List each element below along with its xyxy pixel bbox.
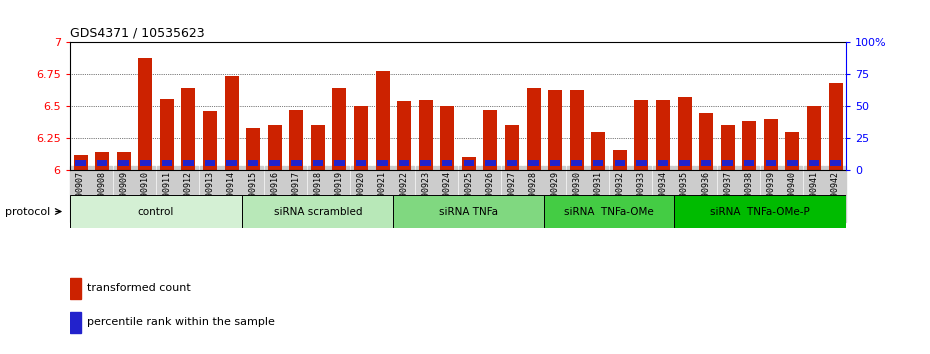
Bar bbox=[270, 160, 280, 166]
Bar bbox=[548, 90, 562, 170]
Bar bbox=[787, 160, 798, 166]
Bar bbox=[397, 101, 411, 170]
Bar bbox=[528, 160, 538, 166]
Bar bbox=[571, 160, 582, 166]
Bar bbox=[634, 100, 648, 170]
Bar bbox=[70, 278, 81, 299]
Bar bbox=[246, 128, 260, 170]
Bar bbox=[593, 160, 604, 166]
Bar bbox=[613, 149, 627, 170]
Bar bbox=[699, 113, 713, 170]
Bar bbox=[226, 160, 237, 166]
Bar bbox=[679, 160, 690, 166]
Bar bbox=[268, 125, 282, 170]
Bar bbox=[399, 160, 409, 166]
Text: siRNA  TNFa-OMe-P: siRNA TNFa-OMe-P bbox=[711, 206, 810, 217]
Bar bbox=[376, 70, 390, 170]
Bar bbox=[183, 160, 193, 166]
Bar bbox=[243, 195, 393, 228]
Bar bbox=[550, 160, 561, 166]
Bar bbox=[420, 160, 431, 166]
Bar bbox=[139, 58, 153, 170]
Bar bbox=[442, 160, 453, 166]
Text: transformed count: transformed count bbox=[87, 283, 192, 293]
Bar bbox=[742, 121, 756, 170]
Bar bbox=[678, 97, 692, 170]
Bar bbox=[484, 110, 498, 170]
Bar bbox=[70, 195, 243, 228]
Bar bbox=[118, 160, 129, 166]
Bar bbox=[570, 90, 584, 170]
Bar bbox=[505, 125, 519, 170]
Bar bbox=[97, 160, 107, 166]
Bar bbox=[544, 195, 673, 228]
Bar bbox=[701, 160, 711, 166]
Bar bbox=[526, 88, 540, 170]
Bar bbox=[70, 312, 81, 333]
Bar bbox=[764, 119, 777, 170]
Bar bbox=[160, 98, 174, 170]
Bar bbox=[615, 160, 625, 166]
Bar bbox=[95, 152, 109, 170]
Bar bbox=[462, 157, 476, 170]
Bar bbox=[355, 160, 366, 166]
Bar bbox=[723, 160, 733, 166]
Bar bbox=[354, 106, 368, 170]
Text: siRNA  TNFa-OMe: siRNA TNFa-OMe bbox=[565, 206, 654, 217]
Bar bbox=[393, 195, 544, 228]
Bar bbox=[116, 152, 131, 170]
Bar bbox=[334, 160, 345, 166]
Bar bbox=[829, 83, 843, 170]
Bar bbox=[636, 160, 646, 166]
Bar bbox=[440, 106, 454, 170]
Bar bbox=[463, 160, 474, 166]
Bar bbox=[744, 160, 754, 166]
Bar bbox=[785, 132, 800, 170]
Bar bbox=[658, 160, 669, 166]
Bar bbox=[378, 160, 388, 166]
Bar bbox=[673, 195, 846, 228]
Bar bbox=[332, 88, 346, 170]
Bar bbox=[291, 160, 301, 166]
Bar bbox=[311, 125, 325, 170]
Bar bbox=[205, 160, 215, 166]
Bar bbox=[721, 125, 735, 170]
Bar bbox=[224, 76, 238, 170]
Bar bbox=[162, 160, 172, 166]
Bar bbox=[418, 100, 432, 170]
Bar bbox=[765, 160, 776, 166]
Bar bbox=[203, 111, 217, 170]
Text: control: control bbox=[138, 206, 174, 217]
Bar bbox=[507, 160, 517, 166]
Text: GDS4371 / 10535623: GDS4371 / 10535623 bbox=[70, 27, 205, 40]
Bar bbox=[485, 160, 496, 166]
Bar bbox=[75, 160, 86, 166]
Bar bbox=[140, 160, 151, 166]
Text: siRNA TNFa: siRNA TNFa bbox=[439, 206, 498, 217]
Text: protocol: protocol bbox=[5, 206, 50, 217]
Bar bbox=[830, 160, 841, 166]
Bar bbox=[312, 160, 323, 166]
Bar bbox=[181, 88, 195, 170]
Text: percentile rank within the sample: percentile rank within the sample bbox=[87, 317, 275, 327]
Bar bbox=[247, 160, 259, 166]
Text: siRNA scrambled: siRNA scrambled bbox=[273, 206, 362, 217]
Bar bbox=[656, 100, 670, 170]
Bar bbox=[807, 106, 821, 170]
Bar bbox=[289, 110, 303, 170]
Bar bbox=[591, 132, 605, 170]
Bar bbox=[809, 160, 819, 166]
Bar bbox=[73, 155, 87, 170]
